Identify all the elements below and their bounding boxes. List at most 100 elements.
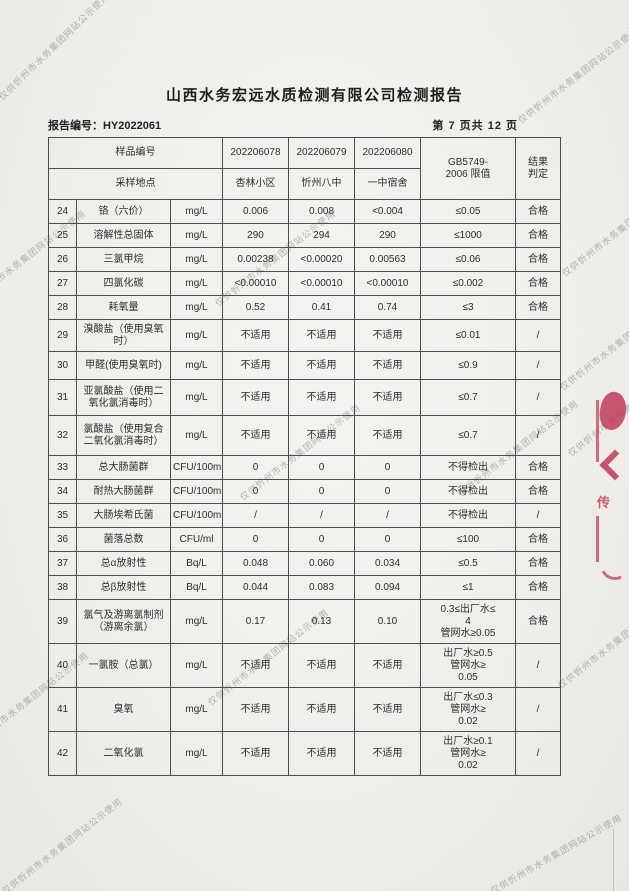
value: 不适用 — [288, 379, 355, 416]
item-name: 氯酸盐（使用复合二氧化氯消毒时） — [76, 415, 171, 456]
value: 0 — [354, 455, 421, 480]
row-number: 28 — [48, 295, 77, 320]
value: 0 — [354, 479, 421, 504]
limit: ≤0.01 — [420, 319, 516, 352]
row-number: 30 — [48, 351, 77, 380]
table-row: 25 溶解性总固体 mg/L 290 294 290 ≤1000 合格 — [48, 223, 561, 248]
seal-arc — [596, 546, 629, 584]
value: 不适用 — [288, 351, 355, 380]
value: 不适用 — [288, 643, 355, 688]
value: 0 — [222, 479, 289, 504]
value: 0.008 — [288, 199, 355, 224]
unit: CFU/100ml — [170, 503, 223, 528]
scan-edge-artifact — [613, 829, 614, 891]
table-row: 40 一氯胺（总氯） mg/L 不适用 不适用 不适用 出厂水≥0.5 管网水≥… — [48, 643, 561, 688]
row-number: 27 — [48, 271, 77, 296]
value: 0 — [222, 527, 289, 552]
seal-mark — [595, 389, 629, 433]
result: / — [515, 351, 561, 380]
limit-column-header: GB5749- 2006 限值 — [420, 137, 516, 200]
seal-border-line — [596, 400, 599, 462]
value: 0.00563 — [354, 247, 421, 272]
result: / — [515, 319, 561, 352]
value: 不适用 — [354, 731, 421, 776]
value: 0.060 — [288, 551, 355, 576]
unit: mg/L — [170, 319, 223, 352]
watermark-text: 仅供忻州市水务集团网站公示使用 — [556, 590, 629, 691]
table-row: 41 臭氧 mg/L 不适用 不适用 不适用 出厂水≤0.3 管网水≥ 0.02… — [48, 687, 561, 732]
row-number: 39 — [48, 599, 77, 644]
table-row: 42 二氧化氯 mg/L 不适用 不适用 不适用 出厂水≥0.1 管网水≥ 0.… — [48, 731, 561, 776]
limit: 不得检出 — [420, 455, 516, 480]
result: / — [515, 643, 561, 688]
value: 0 — [288, 479, 355, 504]
result: 合格 — [515, 223, 561, 248]
watermark-text: 仅供忻州市水务集团网站公示使用 — [0, 796, 125, 891]
value: 不适用 — [354, 415, 421, 456]
value: 不适用 — [354, 379, 421, 416]
value: 不适用 — [222, 319, 289, 352]
unit: mg/L — [170, 247, 223, 272]
report-table: 样品编号 202206078 202206079 202206080 GB574… — [48, 137, 561, 776]
value: 0.17 — [222, 599, 289, 644]
value: 0.006 — [222, 199, 289, 224]
result: / — [515, 687, 561, 732]
limit: ≤0.9 — [420, 351, 516, 380]
table-row: 30 甲醛(使用臭氧时) mg/L 不适用 不适用 不适用 ≤0.9 / — [48, 351, 561, 380]
row-number: 25 — [48, 223, 77, 248]
watermark-text: 仅供忻州市水务集团网站公示使用 — [488, 812, 624, 891]
value: 0.034 — [354, 551, 421, 576]
watermark-text: 仅供忻州市水务集团网站公示使用 — [558, 292, 629, 393]
limit: ≤1000 — [420, 223, 516, 248]
unit: mg/L — [170, 379, 223, 416]
limit: 出厂水≤0.3 管网水≥ 0.02 — [420, 687, 516, 732]
unit: mg/L — [170, 599, 223, 644]
header-row-site: 采样地点 杏林小区 忻州八中 一中宿舍 — [48, 168, 561, 200]
item-name: 总β放射性 — [76, 575, 171, 600]
item-name: 氯气及游离氯制剂（游离余氯） — [76, 599, 171, 644]
watermark-text: 仅供忻州市水务集团网站公示使用 — [516, 25, 629, 126]
unit: mg/L — [170, 295, 223, 320]
result: / — [515, 731, 561, 776]
page-title: 山西水务宏远水质检测有限公司检测报告 — [165, 87, 463, 104]
row-number: 26 — [48, 247, 77, 272]
unit: CFU/100ml — [170, 479, 223, 504]
table-row: 39 氯气及游离氯制剂（游离余氯） mg/L 0.17 0.13 0.10 0.… — [48, 599, 561, 644]
header-row-sample-id: 样品编号 202206078 202206079 202206080 GB574… — [48, 137, 561, 200]
limit: ≤0.5 — [420, 551, 516, 576]
value: 0.10 — [354, 599, 421, 644]
value: 294 — [288, 223, 355, 248]
value: 0.00238 — [222, 247, 289, 272]
unit: mg/L — [170, 415, 223, 456]
seal-stroke — [599, 449, 629, 481]
unit: mg/L — [170, 731, 223, 776]
value: 0 — [288, 527, 355, 552]
site-name: 一中宿舍 — [354, 168, 421, 200]
value: <0.00020 — [288, 247, 355, 272]
value: 不适用 — [354, 351, 421, 380]
value: 不适用 — [354, 319, 421, 352]
row-number: 31 — [48, 379, 77, 416]
value: 0.52 — [222, 295, 289, 320]
value: 不适用 — [222, 687, 289, 732]
item-name: 总α放射性 — [76, 551, 171, 576]
item-name: 耗氧量 — [76, 295, 171, 320]
row-number: 33 — [48, 455, 77, 480]
seal-character: 传 — [597, 495, 611, 510]
value: / — [288, 503, 355, 528]
limit: 出厂水≥0.5 管网水≥ 0.05 — [420, 643, 516, 688]
value: 不适用 — [222, 379, 289, 416]
item-name: 菌落总数 — [76, 527, 171, 552]
value: <0.00010 — [288, 271, 355, 296]
value: 0.094 — [354, 575, 421, 600]
value: 0.41 — [288, 295, 355, 320]
sample-id: 202206078 — [222, 137, 289, 169]
row-number: 41 — [48, 687, 77, 732]
report-number: 报告编号：HY2022061 — [48, 120, 162, 132]
table-row: 37 总α放射性 Bq/L 0.048 0.060 0.034 ≤0.5 合格 — [48, 551, 561, 576]
result: 合格 — [515, 575, 561, 600]
item-name: 铬（六价） — [76, 199, 171, 224]
value: 290 — [222, 223, 289, 248]
value: 0.13 — [288, 599, 355, 644]
sample-id: 202206079 — [288, 137, 355, 169]
